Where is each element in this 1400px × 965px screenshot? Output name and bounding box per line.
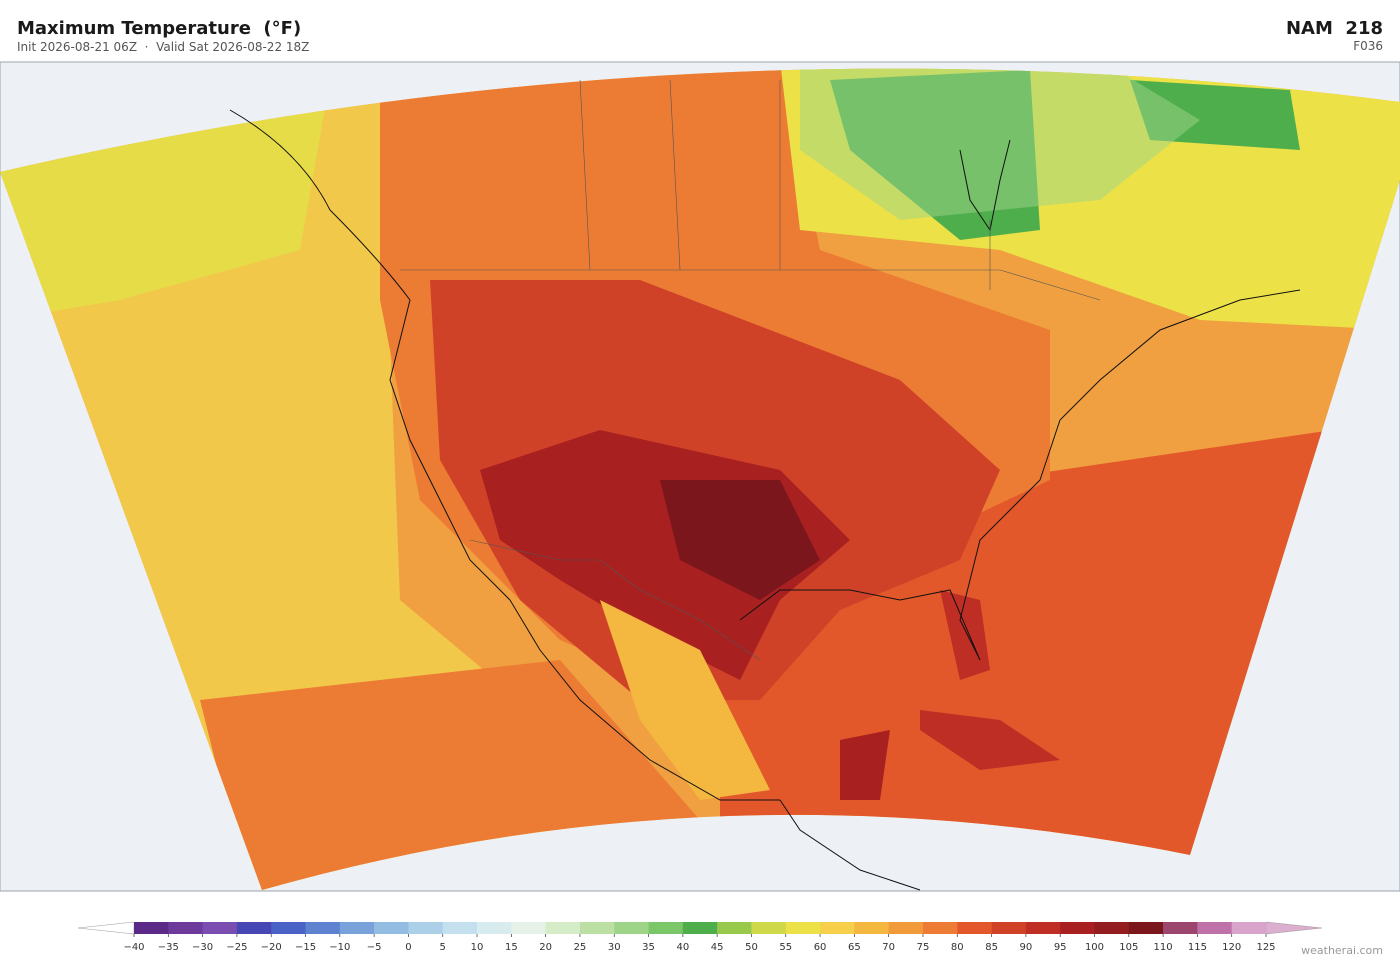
title: Maximum Temperature (°F) <box>17 18 301 39</box>
colorbar-segment <box>785 922 821 934</box>
colorbar-tick-label: −10 <box>329 942 350 953</box>
colorbar-segment <box>1231 922 1267 934</box>
colorbar-tick-label: 115 <box>1188 942 1207 953</box>
colorbar-tick-label: 40 <box>676 942 689 953</box>
colorbar-segment <box>442 922 478 934</box>
colorbar-tick-label: 100 <box>1085 942 1104 953</box>
colorbar-segment <box>511 922 546 934</box>
colorbar-tick-label: 10 <box>471 942 484 953</box>
colorbar-segment <box>751 922 787 934</box>
watermark: weatherai.com <box>1301 944 1383 957</box>
colorbar-segment <box>339 922 375 934</box>
colorbar-segment <box>545 922 581 934</box>
colorbar-tick-label: 110 <box>1154 942 1173 953</box>
forecast-hour: F036 <box>1353 39 1383 53</box>
map <box>0 61 1400 892</box>
colorbar-tick-label: 5 <box>440 942 446 953</box>
colorbar-tick-label: 45 <box>711 942 724 953</box>
colorbar-tick-label: 95 <box>1054 942 1067 953</box>
colorbar-segment <box>1060 922 1095 934</box>
borders <box>400 79 1101 661</box>
colorbar-under <box>77 921 135 935</box>
colorbar-segment <box>1163 922 1198 934</box>
colorbar-tick-label: 20 <box>539 942 552 953</box>
colorbar-segment <box>477 922 512 934</box>
colorbar-tick-label: 105 <box>1119 942 1138 953</box>
colorbar-segment <box>820 922 855 934</box>
subtitle: Init 2026-08-21 06Z · Valid Sat 2026-08-… <box>17 40 309 54</box>
colorbar-segment <box>374 922 409 934</box>
colorbar-tick-label: 125 <box>1256 942 1275 953</box>
colorbar-tick-label: 25 <box>574 942 587 953</box>
colorbar-tick-label: −25 <box>226 942 247 953</box>
colorbar-tick-label: 0 <box>405 942 411 953</box>
colorbar-tick-label: −35 <box>158 942 179 953</box>
colorbar-segment <box>717 922 752 934</box>
colorbar-tick-label: 80 <box>951 942 964 953</box>
colorbar-segment <box>682 922 718 934</box>
colorbar-segment <box>1094 922 1130 934</box>
colorbar-segment <box>579 922 615 934</box>
colorbar-tick-label: 50 <box>745 942 758 953</box>
colorbar-segment <box>134 922 169 934</box>
colorbar-segment <box>957 922 992 934</box>
colorbar-segment <box>991 922 1027 934</box>
colorbar-segment <box>922 922 958 934</box>
colorbar-tick-label: 55 <box>779 942 792 953</box>
colorbar-tick-label: 15 <box>505 942 518 953</box>
colorbar-segment <box>168 922 203 934</box>
colorbar-tick-label: −20 <box>261 942 282 953</box>
colorbar-tick-label: 90 <box>1020 942 1033 953</box>
colorbar-tick-label: 70 <box>882 942 895 953</box>
colorbar-tick-label: 30 <box>608 942 621 953</box>
colorbar-tick-label: 60 <box>814 942 827 953</box>
colorbar: −40 −35 −30 −25 −20 −15 −10 −5 0 5 10 15 20 25 30 35 40 4… <box>77 921 1323 953</box>
colorbar-tick-label: 75 <box>917 942 930 953</box>
colorbar-tick-label: 85 <box>985 942 998 953</box>
colorbar-segment <box>271 922 306 934</box>
colorbar-segment <box>305 922 341 934</box>
colorbar-over <box>1265 921 1323 935</box>
colorbar-segment <box>888 922 924 934</box>
colorbar-segment <box>236 922 272 934</box>
colorbar-segment <box>1025 922 1061 934</box>
colorbar-segment <box>1197 922 1232 934</box>
colorbar-segment <box>648 922 684 934</box>
colorbar-segment <box>854 922 889 934</box>
colorbar-segment <box>202 922 238 934</box>
model-name: NAM 218 <box>1286 18 1383 39</box>
colorbar-segment <box>614 922 649 934</box>
colorbar-tick-label: −40 <box>123 942 144 953</box>
colorbar-tick-label: 35 <box>642 942 655 953</box>
colorbar-tick-label: −15 <box>295 942 316 953</box>
colorbar-segment <box>408 922 444 934</box>
colorbar-tick-label: −30 <box>192 942 213 953</box>
colorbar-tick-label: 120 <box>1222 942 1241 953</box>
coastlines <box>229 109 1301 891</box>
colorbar-segment <box>1128 922 1164 934</box>
colorbar-tick-label: −5 <box>367 942 382 953</box>
colorbar-tick-label: 65 <box>848 942 861 953</box>
